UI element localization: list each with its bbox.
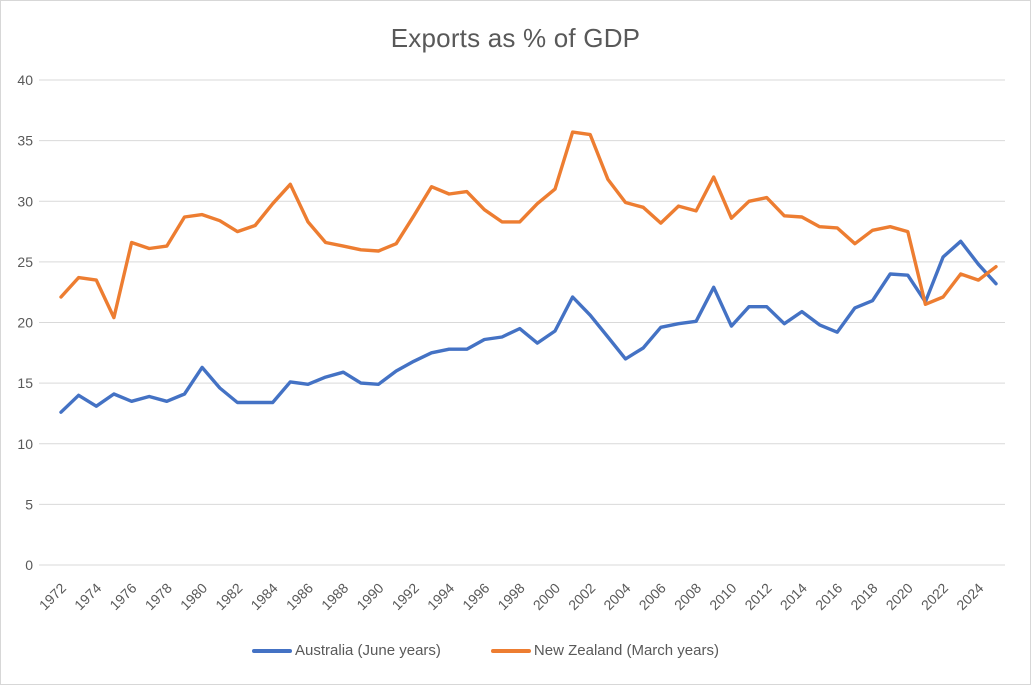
- x-tick-label: 2004: [600, 580, 633, 613]
- y-tick-label: 15: [17, 375, 33, 391]
- australia-line-swatch: [252, 648, 293, 653]
- x-tick-label: 1978: [142, 580, 175, 613]
- legend-item-australia: Australia (June years): [252, 642, 441, 659]
- x-tick-label: 1988: [318, 580, 351, 613]
- x-tick-label: 1998: [494, 580, 527, 613]
- chart-legend: Australia (June years) New Zealand (Marc…: [0, 642, 1000, 659]
- x-axis-labels: 1972 1974 1976 1978 1980 1982 1984 1986 1988 1990…: [36, 580, 987, 613]
- y-tick-label: 30: [17, 193, 33, 209]
- x-tick-label: 2012: [741, 580, 774, 613]
- legend-item-new-zealand: New Zealand (March years): [490, 642, 719, 659]
- x-tick-label: 1974: [71, 580, 104, 613]
- y-tick-label: 40: [17, 72, 33, 88]
- x-tick-label: 1982: [212, 580, 245, 613]
- x-tick-label: 2022: [918, 580, 951, 613]
- x-tick-label: 2016: [812, 580, 845, 613]
- chart-title: Exports as % of GDP: [390, 23, 641, 53]
- legend-label-australia: Australia (June years): [295, 642, 441, 659]
- x-tick-label: 2024: [953, 580, 986, 613]
- x-tick-label: 2014: [777, 580, 810, 613]
- x-tick-label: 1990: [353, 580, 386, 613]
- y-tick-label: 20: [17, 315, 33, 331]
- x-tick-label: 2010: [706, 580, 739, 613]
- y-tick-label: 0: [25, 557, 33, 573]
- y-tick-label: 5: [25, 496, 33, 512]
- australia-series-line: [59, 239, 998, 414]
- y-axis-labels: 0 5 10 15 20 25 30 35 40: [17, 72, 33, 573]
- x-tick-label: 1976: [106, 580, 139, 613]
- line-chart-plot: 0 5 10 15 20 25 30 35 40 1972 1974 1976 1978 1980 1982…: [17, 72, 1005, 613]
- x-tick-label: 1996: [459, 580, 492, 613]
- x-tick-label: 2018: [847, 580, 880, 613]
- x-tick-label: 1980: [177, 580, 210, 613]
- y-tick-label: 10: [17, 436, 33, 452]
- x-tick-label: 1986: [283, 580, 316, 613]
- x-tick-label: 2008: [671, 580, 704, 613]
- x-tick-label: 1972: [36, 580, 69, 613]
- y-gridlines: [39, 79, 1005, 566]
- x-tick-label: 2006: [636, 580, 669, 613]
- new-zealand-line-swatch: [490, 648, 531, 653]
- x-tick-label: 1992: [389, 580, 422, 613]
- x-tick-label: 2000: [530, 580, 563, 613]
- y-tick-label: 25: [17, 254, 33, 270]
- x-tick-label: 2020: [883, 580, 916, 613]
- x-tick-label: 2002: [565, 580, 598, 613]
- x-tick-label: 1994: [424, 580, 457, 613]
- x-tick-label: 1984: [247, 580, 280, 613]
- y-tick-label: 35: [17, 133, 33, 149]
- legend-label-new-zealand: New Zealand (March years): [533, 642, 719, 659]
- new-zealand-series-line: [59, 130, 998, 320]
